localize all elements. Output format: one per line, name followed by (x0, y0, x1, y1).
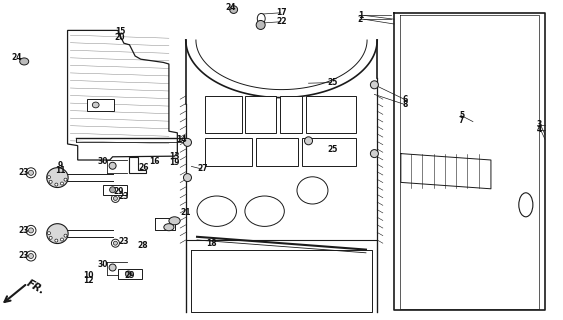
Text: 29: 29 (113, 188, 123, 196)
Text: 23: 23 (119, 192, 129, 201)
Text: 2: 2 (358, 15, 363, 24)
Text: 24: 24 (226, 3, 236, 12)
Text: 26: 26 (138, 163, 149, 172)
Circle shape (109, 264, 116, 271)
Text: 23: 23 (19, 168, 29, 177)
Text: 7: 7 (459, 116, 464, 125)
Circle shape (111, 239, 119, 247)
Ellipse shape (92, 102, 99, 108)
Text: 19: 19 (169, 158, 180, 167)
Circle shape (29, 228, 33, 233)
Bar (280, 96, 302, 133)
Text: 25: 25 (327, 78, 337, 87)
Ellipse shape (164, 224, 174, 231)
Text: 8: 8 (403, 100, 408, 109)
Text: 30: 30 (98, 157, 108, 166)
Text: 23: 23 (119, 237, 129, 246)
Text: 11: 11 (55, 166, 65, 175)
Circle shape (60, 238, 64, 241)
Text: 14: 14 (176, 135, 186, 144)
Text: 15: 15 (115, 28, 125, 36)
Ellipse shape (245, 196, 284, 227)
Circle shape (55, 183, 58, 186)
Circle shape (64, 178, 67, 181)
Text: 10: 10 (83, 271, 93, 280)
Bar (118, 269, 142, 279)
Circle shape (370, 81, 378, 89)
Ellipse shape (169, 217, 180, 225)
Text: 23: 23 (19, 252, 29, 260)
Circle shape (47, 176, 51, 179)
Ellipse shape (519, 193, 533, 217)
Circle shape (184, 173, 191, 182)
Text: 16: 16 (150, 157, 160, 166)
Text: 12: 12 (83, 276, 93, 285)
Circle shape (184, 138, 191, 147)
Circle shape (111, 194, 119, 203)
Text: 9: 9 (57, 161, 63, 170)
Text: 28: 28 (137, 241, 148, 250)
Text: 18: 18 (207, 239, 217, 248)
Circle shape (305, 137, 312, 145)
Circle shape (26, 168, 36, 178)
Circle shape (26, 251, 36, 261)
Ellipse shape (297, 177, 328, 204)
Text: 4: 4 (537, 125, 542, 134)
Text: 21: 21 (181, 208, 191, 217)
Ellipse shape (257, 13, 265, 24)
Ellipse shape (47, 168, 68, 188)
Text: 17: 17 (276, 8, 287, 17)
Bar (205, 138, 252, 166)
Circle shape (64, 234, 67, 237)
Circle shape (110, 187, 115, 193)
Circle shape (49, 236, 52, 239)
Bar (245, 96, 276, 133)
Text: 24: 24 (12, 53, 22, 62)
Text: 6: 6 (403, 95, 408, 104)
Text: FR.: FR. (25, 278, 46, 296)
Ellipse shape (47, 224, 68, 244)
Circle shape (49, 180, 52, 183)
Circle shape (256, 20, 265, 29)
Ellipse shape (20, 58, 29, 65)
Circle shape (126, 271, 131, 277)
Text: 23: 23 (19, 226, 29, 235)
Bar (87, 99, 114, 111)
Text: 25: 25 (327, 145, 337, 154)
Text: 30: 30 (98, 260, 108, 269)
Circle shape (26, 225, 36, 236)
Ellipse shape (197, 196, 236, 227)
Text: 27: 27 (198, 164, 208, 173)
Bar (306, 96, 356, 133)
Ellipse shape (230, 6, 238, 13)
Bar (103, 185, 127, 195)
Text: 29: 29 (124, 271, 135, 280)
Text: 13: 13 (169, 152, 180, 161)
Circle shape (55, 239, 58, 242)
Bar (302, 138, 356, 166)
Circle shape (113, 196, 118, 200)
Circle shape (109, 162, 116, 169)
Circle shape (29, 253, 33, 259)
Circle shape (47, 232, 51, 235)
Text: 1: 1 (358, 11, 363, 20)
Text: 22: 22 (276, 17, 287, 26)
Circle shape (113, 241, 118, 245)
Bar (205, 96, 242, 133)
Circle shape (29, 170, 33, 175)
Circle shape (60, 182, 64, 185)
Text: 20: 20 (115, 33, 125, 42)
Circle shape (370, 149, 378, 157)
Text: 3: 3 (537, 120, 542, 129)
Text: 5: 5 (459, 111, 464, 120)
Bar (256, 138, 298, 166)
